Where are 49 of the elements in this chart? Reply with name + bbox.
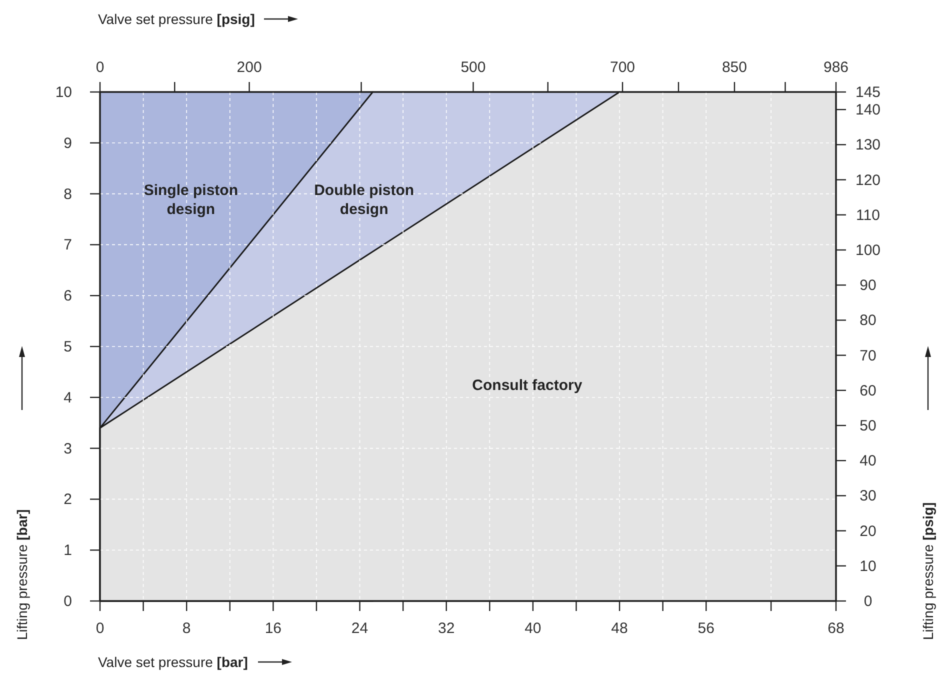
x-tick-label: 24 <box>351 620 368 637</box>
y2-axis-title: Lifting pressure [psig] <box>920 502 936 640</box>
y-tick-label: 6 <box>64 288 72 305</box>
y2-tick-label: 140 <box>855 102 881 119</box>
x2-tick-label: 850 <box>722 59 747 76</box>
series-label: Consult factory <box>472 376 583 394</box>
y2-tick-label: 110 <box>856 206 880 224</box>
series-label: Single piston design <box>144 182 238 218</box>
y-tick-label: 1 <box>64 542 72 560</box>
y-tick-label: 10 <box>55 84 72 101</box>
y2-tick-label: 50 <box>860 417 876 434</box>
y-tick-label: 5 <box>64 338 72 356</box>
x2-tick-label: 500 <box>460 59 486 76</box>
x-tick-label: 16 <box>264 620 282 637</box>
x2-tick-label: 200 <box>236 59 262 76</box>
x-tick-label: 0 <box>96 620 104 637</box>
x2-tick-label: 700 <box>610 59 636 76</box>
y2-tick-label: 10 <box>860 558 876 575</box>
x2-axis-title: Valve set pressure [psig] <box>98 11 255 27</box>
x2-tick-label: 0 <box>96 59 104 76</box>
y2-tick-label: 60 <box>860 382 876 400</box>
y2-tick-label: 30 <box>860 488 876 505</box>
y-tick-label: 9 <box>64 134 72 152</box>
y-axis-title: Lifting pressure [bar] <box>14 509 30 640</box>
x-tick-label: 40 <box>524 620 542 637</box>
x-tick-label: 68 <box>828 620 844 637</box>
series-label: Double piston design <box>314 182 414 218</box>
y-tick-label: 4 <box>64 389 72 406</box>
y2-tick-label: 130 <box>855 136 881 154</box>
y-tick-label: 0 <box>64 593 72 610</box>
y2-tick-label: 80 <box>860 312 876 330</box>
y2-tick-label: 20 <box>860 522 876 540</box>
y2-tick-label: 120 <box>855 172 881 189</box>
y-tick-label: 8 <box>64 186 72 203</box>
x-axis-title: Valve set pressure [bar] <box>98 654 248 670</box>
y-tick-label: 2 <box>64 491 72 508</box>
y2-tick-label: 40 <box>860 452 876 470</box>
y-tick-label: 3 <box>64 440 72 458</box>
x-tick-label: 56 <box>698 620 714 637</box>
y2-tick-label: 100 <box>855 242 881 259</box>
y2-tick-label: 145 <box>855 84 881 101</box>
y2-tick-label: 70 <box>860 347 876 364</box>
y-tick-label: 7 <box>64 236 72 254</box>
x-tick-label: 8 <box>182 620 191 637</box>
y2-tick-label: 0 <box>864 593 872 610</box>
x-tick-label: 48 <box>611 620 628 637</box>
x-tick-label: 32 <box>438 620 455 637</box>
y2-tick-label: 90 <box>860 277 876 294</box>
x2-tick-label: 986 <box>823 59 849 76</box>
